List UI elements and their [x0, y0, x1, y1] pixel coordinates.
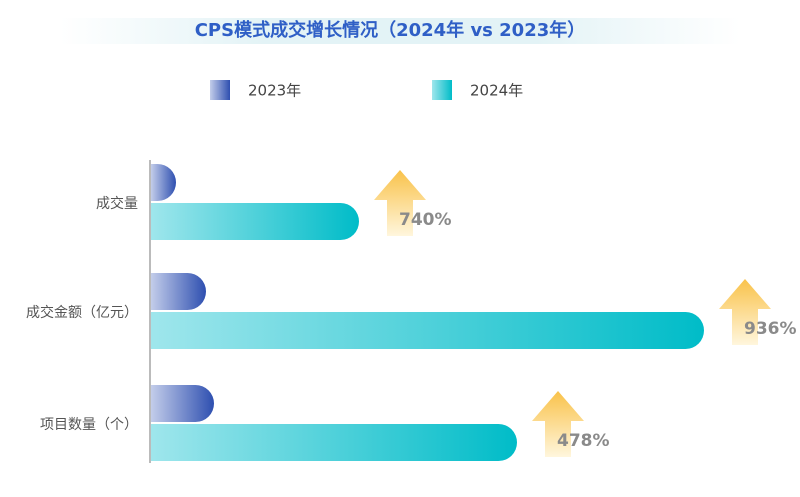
legend-label: 2024年: [470, 82, 523, 100]
chart-title: CPS模式成交增长情况（2024年 vs 2023年）: [195, 19, 586, 41]
growth-arrow: [719, 279, 771, 345]
bar: [151, 385, 214, 422]
legend-swatch: [210, 80, 230, 100]
category-label: 成交金额（亿元）: [26, 304, 138, 321]
growth-label: 740%: [399, 210, 452, 230]
bar: [151, 203, 359, 240]
bar: [151, 164, 176, 201]
growth-arrow: [374, 170, 426, 236]
growth-label: 936%: [744, 319, 797, 339]
growth-arrow: [532, 391, 584, 457]
category-label: 项目数量（个）: [40, 417, 138, 433]
growth-label: 478%: [557, 431, 610, 451]
category-label: 成交量: [96, 195, 138, 212]
bar: [151, 424, 517, 461]
legend-label: 2023年: [248, 82, 301, 100]
bar: [151, 312, 704, 349]
title-band: [60, 18, 740, 44]
bar: [151, 273, 207, 310]
legend-swatch: [432, 80, 452, 100]
